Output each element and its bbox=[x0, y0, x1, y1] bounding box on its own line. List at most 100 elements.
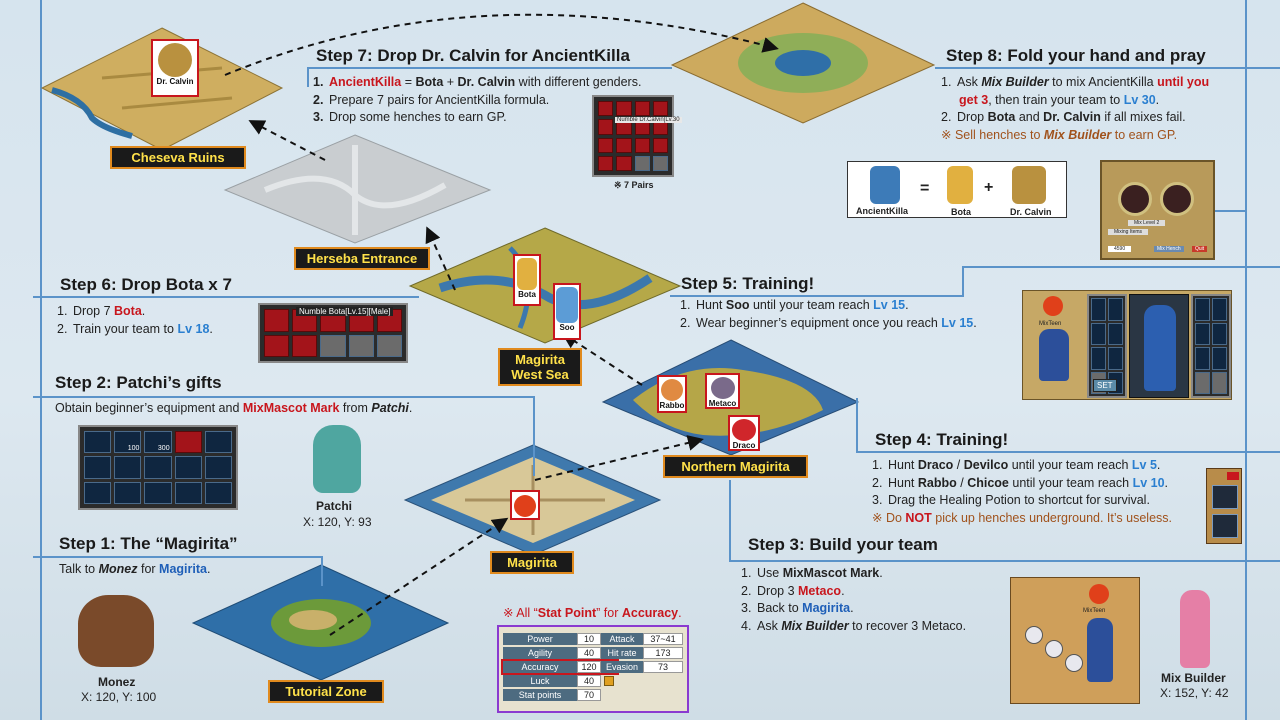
mix-hench-button[interactable]: Mix Hench bbox=[1154, 246, 1184, 252]
equip-slot[interactable] bbox=[1212, 371, 1227, 394]
step3-mixmascot: MixMascot Mark bbox=[782, 566, 880, 580]
step8-lv30: Lv 30 bbox=[1123, 92, 1156, 107]
step4-until-1: until your team reach bbox=[1008, 458, 1132, 472]
step8-train-text: , then train your team to bbox=[988, 92, 1124, 107]
stat-left-column: Power 10 Agility 40 Accuracy 120 Luck 40 Sta… bbox=[501, 631, 619, 703]
step2-from: from bbox=[339, 401, 372, 415]
step4-period-2: . bbox=[1164, 475, 1169, 490]
equip-slot[interactable] bbox=[1108, 298, 1123, 321]
step7-underline bbox=[307, 67, 672, 69]
tag-bota-label: Bota bbox=[518, 290, 536, 299]
monez-name: Monez bbox=[98, 675, 136, 689]
equip-slot[interactable] bbox=[1212, 322, 1227, 345]
step4-devilco: Devilco bbox=[963, 458, 1009, 472]
gift-slot bbox=[174, 481, 202, 504]
equip-slot[interactable] bbox=[1212, 347, 1227, 370]
stat-label: Power bbox=[503, 633, 577, 645]
step5-soo: Soo bbox=[725, 298, 750, 312]
step7-eq: = bbox=[401, 75, 416, 89]
step7-item-2-text: Prepare 7 pairs for AncientKilla formula… bbox=[329, 92, 550, 107]
step3-item-3: 3. Back to Magirita. bbox=[741, 600, 966, 618]
gift-slot bbox=[174, 456, 202, 479]
formula-eq: = bbox=[920, 180, 930, 197]
equip-slot[interactable] bbox=[1195, 298, 1210, 321]
equip-slot[interactable] bbox=[1091, 322, 1106, 345]
tag-draco: Draco bbox=[728, 415, 760, 451]
step2-obtain: Obtain beginner’s equipment and bbox=[55, 401, 243, 415]
inventory-slot bbox=[634, 137, 650, 153]
flame-mascot-icon bbox=[1089, 584, 1109, 604]
stat-value: 10 bbox=[577, 633, 601, 645]
equip-slots-right bbox=[1191, 294, 1231, 398]
step7-caption: ※ 7 Pairs bbox=[614, 180, 654, 190]
equip-slot[interactable] bbox=[1195, 347, 1210, 370]
inventory-slot bbox=[348, 334, 374, 357]
step2-gift-grid: 100 300 bbox=[78, 425, 238, 510]
equip-slot[interactable] bbox=[1108, 347, 1123, 370]
equip-set-button[interactable]: SET bbox=[1093, 379, 1117, 392]
inventory-slot bbox=[376, 334, 402, 357]
step7-title: Step 7: Drop Dr. Calvin for AncientKilla bbox=[316, 46, 630, 65]
monez-coord: X: 120, Y: 100 bbox=[81, 690, 157, 704]
step5-period: . bbox=[905, 298, 909, 312]
inventory-slot bbox=[320, 334, 346, 357]
tag-magirita-flame bbox=[510, 490, 540, 520]
step4-period-1: . bbox=[1156, 458, 1161, 472]
step4-item-1: 1. Hunt Draco / Devilco until your team r… bbox=[872, 457, 1172, 475]
mix-level-label: Mix Level 2 bbox=[1128, 220, 1166, 226]
step3-magirita: Magirita bbox=[802, 601, 851, 615]
step1-side-line bbox=[321, 556, 323, 586]
stat-right-column: Attack 37~41 Hit rate 173 Evasion 73 bbox=[601, 631, 683, 675]
step8-num-2: 2. bbox=[941, 110, 952, 124]
gift-slot bbox=[114, 456, 142, 479]
equip-slot[interactable] bbox=[1091, 298, 1106, 321]
metaco-sprite-icon bbox=[710, 377, 735, 399]
step8-and: and bbox=[1015, 110, 1044, 124]
step6-num-1: 1. bbox=[57, 304, 68, 318]
equip-slot[interactable] bbox=[1195, 371, 1210, 394]
shortcut-panel bbox=[1206, 468, 1242, 544]
step6-num-2: 2. bbox=[57, 321, 68, 336]
step6-period: . bbox=[141, 304, 146, 318]
close-icon[interactable] bbox=[1227, 472, 1239, 480]
tag-draco-label: Draco bbox=[732, 441, 756, 450]
equip-slot[interactable] bbox=[1091, 347, 1106, 370]
potion-slot-2[interactable] bbox=[1212, 514, 1238, 538]
equip-slot[interactable] bbox=[1212, 298, 1227, 321]
gift-slot: 100 bbox=[114, 431, 142, 454]
equip-slot[interactable] bbox=[1195, 322, 1210, 345]
step6-grid-tooltip: Numble Bota[Lv.15][Male] bbox=[296, 307, 394, 316]
formula-calvin: Dr. Calvin bbox=[1010, 207, 1052, 217]
step4-chicoe: Chicoe bbox=[967, 475, 1009, 490]
stat-label: Agility bbox=[503, 647, 577, 659]
equip-slot[interactable] bbox=[1108, 322, 1123, 345]
stat-note-stat-point: Stat Point bbox=[537, 606, 597, 620]
stat-plus-button[interactable] bbox=[604, 676, 614, 686]
stat-value: 173 bbox=[643, 647, 683, 659]
stat-note-e: . bbox=[678, 606, 682, 620]
step4-rabbo: Rabbo bbox=[917, 475, 957, 490]
step2-side-line bbox=[533, 396, 535, 476]
mix-quit-button[interactable]: Quit bbox=[1192, 246, 1208, 252]
inventory-slot bbox=[598, 119, 614, 135]
location-herseba-entrance: Herseba Entrance bbox=[294, 247, 430, 270]
step7-calvin: Dr. Calvin bbox=[457, 75, 516, 89]
step8-fail: if all mixes fail. bbox=[1100, 110, 1186, 124]
step4-num-2: 2. bbox=[872, 475, 883, 490]
step6-item-2: 2. Train your team to Lv 18. bbox=[57, 321, 213, 339]
bota-sprite-icon bbox=[517, 258, 537, 290]
potion-slot-1[interactable] bbox=[1212, 485, 1238, 509]
step4-draco: Draco bbox=[917, 458, 954, 472]
location-cheseva-ruins: Cheseva Ruins bbox=[110, 146, 246, 169]
patchi-sprite-icon bbox=[313, 425, 361, 493]
stat-row-power: Power 10 bbox=[503, 633, 617, 645]
stat-label: Accuracy bbox=[503, 661, 577, 673]
stat-row-attack: Attack 37~41 bbox=[601, 633, 683, 645]
step1-talk: Talk to bbox=[59, 562, 99, 576]
step4-title: Step 4: Training! bbox=[875, 430, 1009, 449]
step7-item-3: 3. Drop some henches to earn GP. bbox=[313, 109, 641, 127]
inventory-slot bbox=[598, 137, 614, 153]
gift-slot bbox=[84, 456, 112, 479]
step5-wear: Wear beginner’s equipment once you reach bbox=[696, 315, 942, 330]
step1-title: Step 1: The “Magirita” bbox=[59, 534, 238, 553]
